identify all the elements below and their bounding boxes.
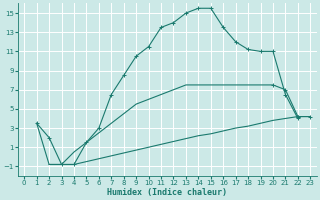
X-axis label: Humidex (Indice chaleur): Humidex (Indice chaleur) bbox=[107, 188, 227, 197]
